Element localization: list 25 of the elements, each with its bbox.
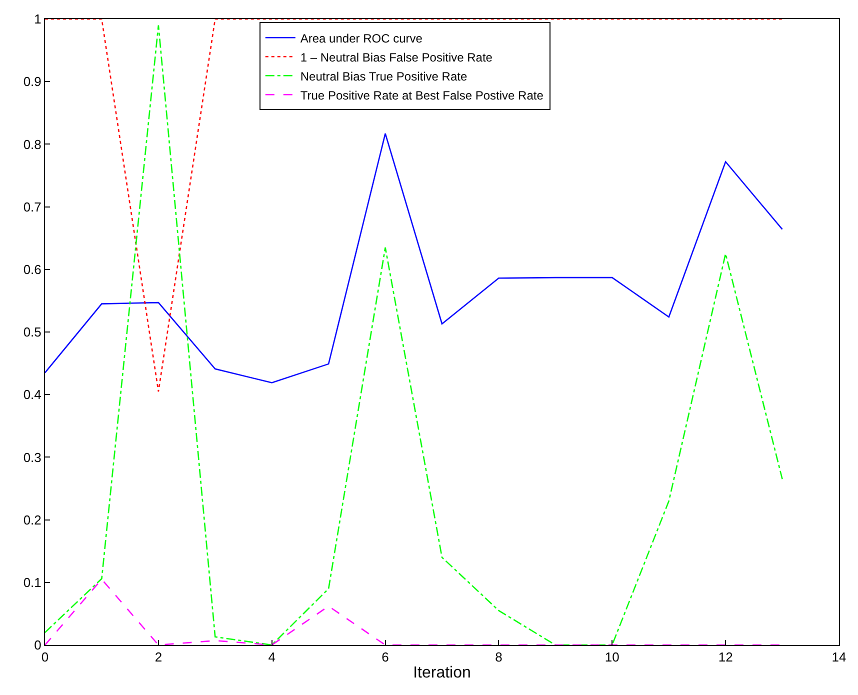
y-tick-label: 0.1 — [23, 574, 42, 590]
legend-label: True Positive Rate at Best False Postive Rate — [300, 88, 544, 102]
legend-label: 1 – Neutral Bias False Positive Rate — [300, 50, 493, 64]
y-tick-label: 0.6 — [23, 262, 42, 277]
x-tick-label: 6 — [382, 650, 389, 665]
y-tick-label: 0.8 — [23, 136, 42, 152]
line-series — [45, 24, 783, 645]
y-tick-label: 0.7 — [23, 199, 42, 214]
x-tick-label: 10 — [604, 650, 620, 665]
y-tick-label: 0.4 — [23, 387, 42, 402]
x-axis-title: Iteration — [413, 664, 471, 682]
y-tick-label: 0.5 — [23, 324, 42, 340]
y-tick-label: 0.9 — [23, 74, 42, 90]
y-tick-label: 0 — [34, 638, 42, 653]
y-tick-label: 1 — [34, 12, 42, 27]
legend-label: Neutral Bias True Positive Rate — [300, 69, 468, 84]
x-tick-label: 14 — [832, 650, 846, 665]
legend-label: Area under ROC curve — [300, 31, 423, 46]
y-tick-label: 0.2 — [23, 512, 42, 528]
line-series — [45, 132, 783, 384]
x-tick-label: 2 — [154, 650, 162, 665]
x-tick-label: 12 — [718, 650, 733, 665]
x-tick-label: 8 — [495, 650, 502, 665]
x-tick-label: 4 — [268, 650, 276, 665]
y-tick-label: 0.3 — [23, 450, 42, 465]
